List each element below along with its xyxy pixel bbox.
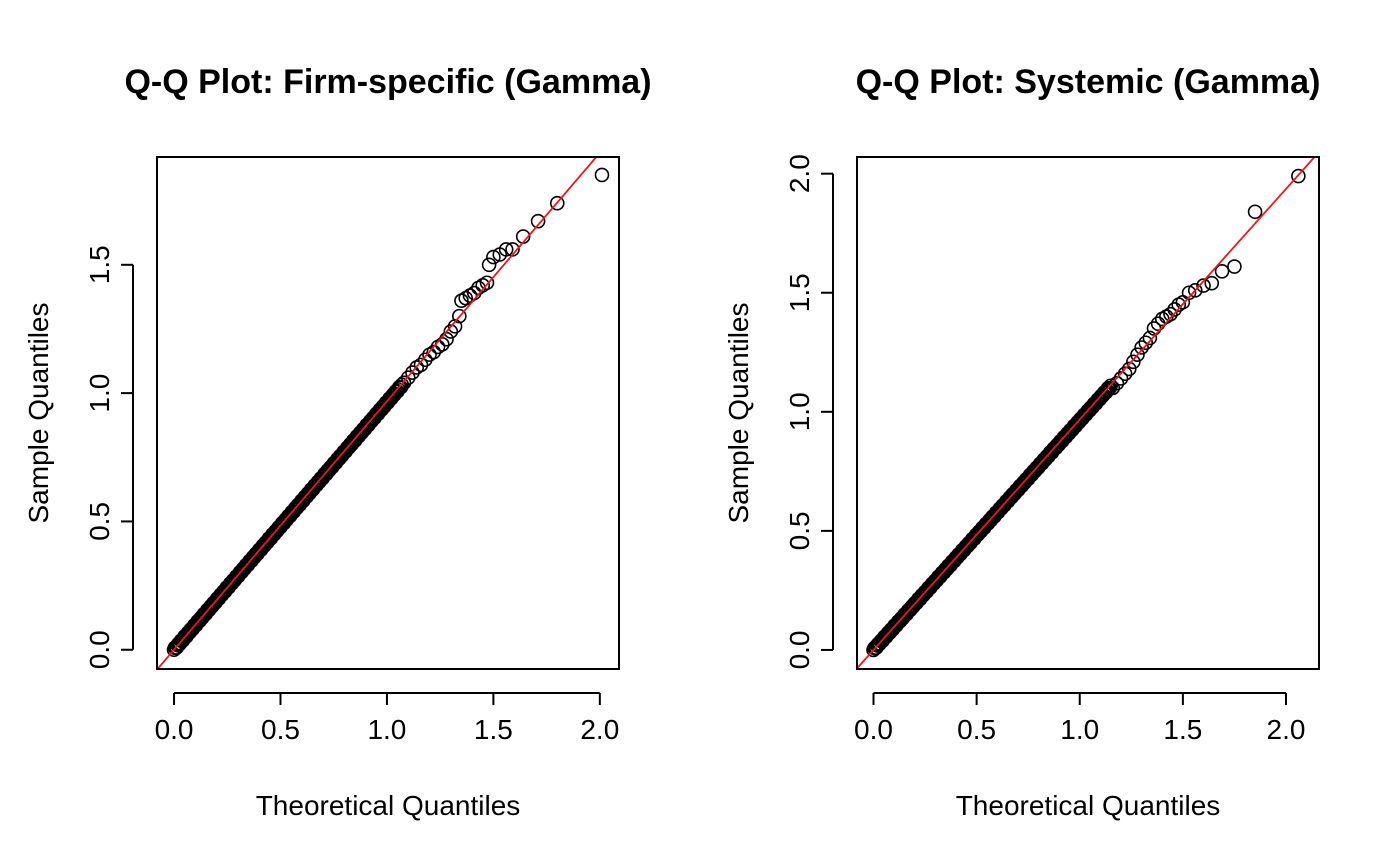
x-tick-label: 0.0: [155, 714, 194, 745]
data-point: [1181, 285, 1197, 301]
y-tick-label: 0.0: [84, 630, 115, 669]
data-point: [498, 242, 514, 257]
data-point: [549, 195, 565, 211]
data-point: [1134, 340, 1149, 355]
plot-frame: [856, 156, 1320, 670]
y-tick-label: 0.5: [84, 502, 115, 541]
x-tick-label: 1.0: [367, 714, 406, 745]
x-tick-label: 2.0: [580, 714, 619, 745]
x-tick-label: 2.0: [1267, 714, 1306, 745]
data-point: [1291, 168, 1306, 184]
data-point: [1227, 259, 1242, 274]
plot-area: 0.0 0.5 1.0 1.5 2.0 0.0 0.5 1.0 1.5: [84, 157, 619, 745]
reference-line: [857, 157, 1316, 669]
x-tick-label: 0.0: [854, 714, 893, 745]
data-point: [1196, 278, 1211, 293]
reference-line: [157, 157, 598, 669]
x-tick-label: 1.0: [1060, 714, 1099, 745]
data-point: [1204, 275, 1220, 291]
y-tick-label: 1.0: [784, 392, 815, 431]
data-point: [1130, 347, 1145, 362]
chart-title: Q-Q Plot: Systemic (Gamma): [856, 63, 1321, 101]
data-point: [1121, 361, 1137, 377]
data-point: [405, 365, 420, 380]
data-point: [452, 308, 467, 324]
data-point: [594, 167, 610, 183]
data-point: [417, 352, 433, 368]
y-tick-label: 1.5: [84, 245, 115, 284]
data-point: [1126, 354, 1141, 370]
data-point: [481, 257, 497, 273]
data-point: [396, 375, 412, 391]
data-point: [1117, 366, 1133, 382]
data-points: [166, 167, 610, 658]
data-point: [400, 370, 416, 386]
x-axis-label: Theoretical Quantiles: [956, 790, 1221, 821]
y-tick-label: 0.5: [784, 511, 815, 550]
data-point: [1187, 283, 1203, 298]
y-axis-label: Sample Quantiles: [23, 302, 54, 523]
data-point: [1103, 378, 1118, 394]
plot-area: 0.0 0.5 1.0 1.5 2.0 0.0 0.5 1.0 1.5 2.0: [784, 154, 1316, 745]
y-tick-label: 1.0: [84, 374, 115, 413]
data-point: [447, 319, 463, 334]
data-point: [1214, 264, 1230, 279]
y-tick-label: 1.5: [784, 273, 815, 312]
qq-plot-firm-specific: Q-Q Plot: Firm-specific (Gamma) Theoreti…: [23, 63, 652, 821]
data-point: [486, 249, 501, 265]
data-point: [413, 357, 429, 373]
data-point: [530, 213, 546, 229]
y-tick-label: 0.0: [784, 630, 815, 669]
x-tick-label: 1.5: [1163, 714, 1202, 745]
data-point: [1163, 306, 1178, 322]
data-point: [1175, 294, 1191, 310]
y-axis-label: Sample Quantiles: [723, 302, 754, 523]
y-tick-label: 2.0: [784, 154, 815, 193]
data-point: [1247, 204, 1263, 220]
data-point: [1167, 302, 1182, 317]
qq-plot-systemic: Q-Q Plot: Systemic (Gamma) Theoretical Q…: [723, 63, 1320, 821]
data-point: [1138, 335, 1154, 351]
x-axis-label: Theoretical Quantiles: [256, 790, 521, 821]
data-point: [1142, 330, 1158, 346]
plot-frame: [156, 156, 620, 670]
x-tick-label: 0.5: [261, 714, 300, 745]
data-points: [866, 168, 1306, 658]
data-point: [443, 324, 459, 339]
data-point: [479, 275, 495, 291]
chart-title: Q-Q Plot: Firm-specific (Gamma): [124, 63, 651, 101]
x-tick-label: 0.5: [957, 714, 996, 745]
x-tick-label: 1.5: [474, 714, 513, 745]
data-point: [1113, 371, 1129, 386]
